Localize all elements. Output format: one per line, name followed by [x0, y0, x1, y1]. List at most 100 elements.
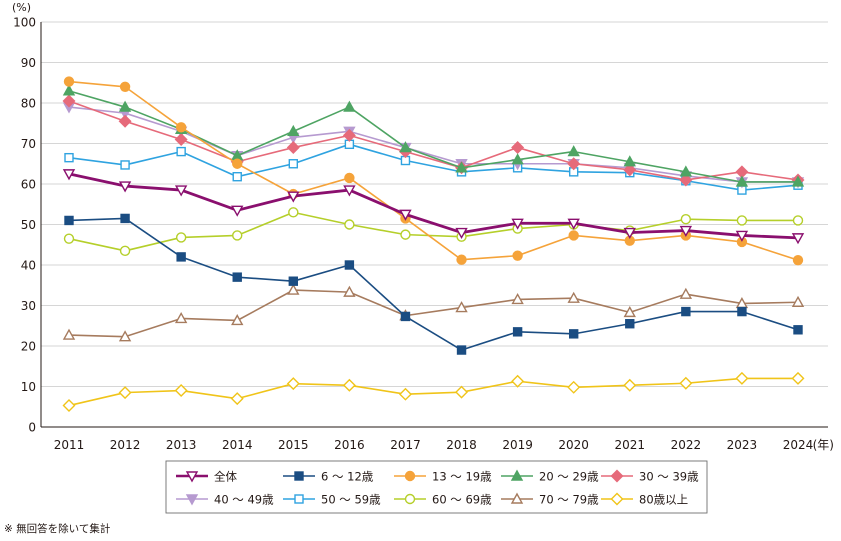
data-point — [511, 292, 524, 305]
series-line — [68, 289, 799, 338]
footnote: ※ 無回答を除いて集計 — [4, 523, 111, 535]
data-point — [681, 306, 691, 317]
data-point — [232, 158, 243, 169]
x-tick-label: 2022 — [671, 438, 702, 452]
x-tick-label: 2011 — [54, 438, 85, 452]
data-point — [119, 81, 131, 93]
series-group — [64, 213, 803, 355]
axes: 0 10 20 30 40 50 60 70 80 90 100 (%) 2011 2012 2013 201… — [12, 1, 834, 452]
data-point — [456, 254, 467, 265]
legend-item: 13 ～ 19歳 — [394, 470, 492, 484]
data-point — [512, 250, 523, 261]
data-point — [791, 175, 805, 187]
x-tick-label: 2021 — [614, 438, 645, 452]
y-tick-label: 10 — [21, 380, 36, 394]
data-point — [455, 301, 468, 313]
series-line — [68, 143, 799, 191]
data-point — [623, 378, 637, 392]
data-point — [679, 376, 693, 390]
legend-label: 20 ～ 29歳 — [539, 470, 599, 484]
legend-marker — [294, 494, 304, 504]
data-point — [175, 122, 187, 133]
legend-marker — [610, 469, 624, 483]
data-point — [118, 330, 132, 342]
data-point — [118, 114, 132, 128]
series-lines — [62, 76, 805, 413]
data-point — [680, 214, 692, 225]
x-unit-label: (年) — [813, 438, 834, 452]
data-point — [623, 155, 636, 167]
y-tick-label: 70 — [21, 137, 36, 151]
legend-marker — [404, 493, 416, 505]
data-point — [791, 371, 805, 385]
data-point — [286, 141, 300, 155]
legend-item: 全体 — [176, 470, 237, 484]
data-point — [287, 283, 300, 295]
data-point — [623, 163, 637, 177]
legend-item: 50 ～ 59歳 — [283, 493, 381, 507]
x-tick-label: 2012 — [110, 438, 141, 452]
data-point — [567, 145, 580, 157]
x-tick-label: 2018 — [446, 438, 477, 452]
data-point — [230, 392, 244, 406]
legend-item: 80歳以上 — [601, 493, 688, 507]
legend-item: 70 ～ 79歳 — [501, 493, 599, 507]
data-point — [287, 191, 300, 203]
data-point — [118, 100, 132, 112]
data-point — [679, 165, 693, 177]
legend-label: 6 ～ 12歳 — [321, 470, 374, 484]
data-point — [174, 185, 188, 197]
data-point — [568, 329, 579, 339]
data-point — [511, 218, 524, 230]
data-point — [287, 124, 300, 137]
data-point — [679, 287, 693, 299]
data-point — [735, 175, 749, 187]
data-point — [568, 230, 579, 241]
data-point — [232, 230, 243, 241]
legend-item: 30 ～ 39歳 — [601, 470, 699, 484]
data-point — [63, 233, 75, 244]
legend-item: 40 ～ 49歳 — [176, 493, 274, 507]
data-point — [793, 325, 803, 335]
y-tick-label: 40 — [21, 259, 36, 273]
data-point — [455, 385, 469, 399]
data-point — [120, 213, 130, 224]
data-point — [174, 312, 188, 324]
y-tick-label: 0 — [28, 421, 36, 435]
data-point — [118, 386, 132, 400]
data-point — [511, 153, 524, 165]
data-point — [231, 205, 244, 217]
data-point — [288, 276, 299, 286]
data-point — [567, 157, 581, 171]
series-line — [68, 377, 798, 407]
legend-marker — [510, 469, 524, 481]
data-point — [512, 327, 523, 337]
y-tick-label: 90 — [21, 56, 36, 70]
legend-label: 50 ～ 59歳 — [321, 493, 381, 507]
data-point — [623, 227, 636, 240]
legend: 全体 6 ～ 12歳 13 ～ 19歳 20 ～ 29歳 30 ～ 39歳 40 ～ 49… — [165, 460, 708, 514]
data-point — [120, 160, 130, 170]
data-point — [176, 146, 186, 157]
data-point — [791, 233, 805, 245]
data-point — [735, 371, 749, 385]
data-point — [232, 272, 242, 282]
x-tick-label: 2024 — [783, 438, 814, 452]
data-point — [399, 141, 412, 153]
data-point — [286, 377, 300, 391]
data-point — [455, 161, 468, 173]
series-group — [62, 102, 805, 189]
series-group — [62, 84, 805, 187]
data-point — [511, 141, 525, 155]
data-point — [232, 172, 242, 182]
data-point — [625, 319, 635, 329]
data-point — [791, 295, 805, 307]
y-tick-label: 20 — [21, 340, 36, 354]
data-point — [118, 181, 132, 193]
data-point — [399, 209, 412, 221]
data-point — [736, 215, 748, 226]
x-tick-label: 2014 — [222, 438, 253, 452]
data-point — [679, 173, 693, 187]
y-tick-label: 80 — [21, 97, 36, 111]
